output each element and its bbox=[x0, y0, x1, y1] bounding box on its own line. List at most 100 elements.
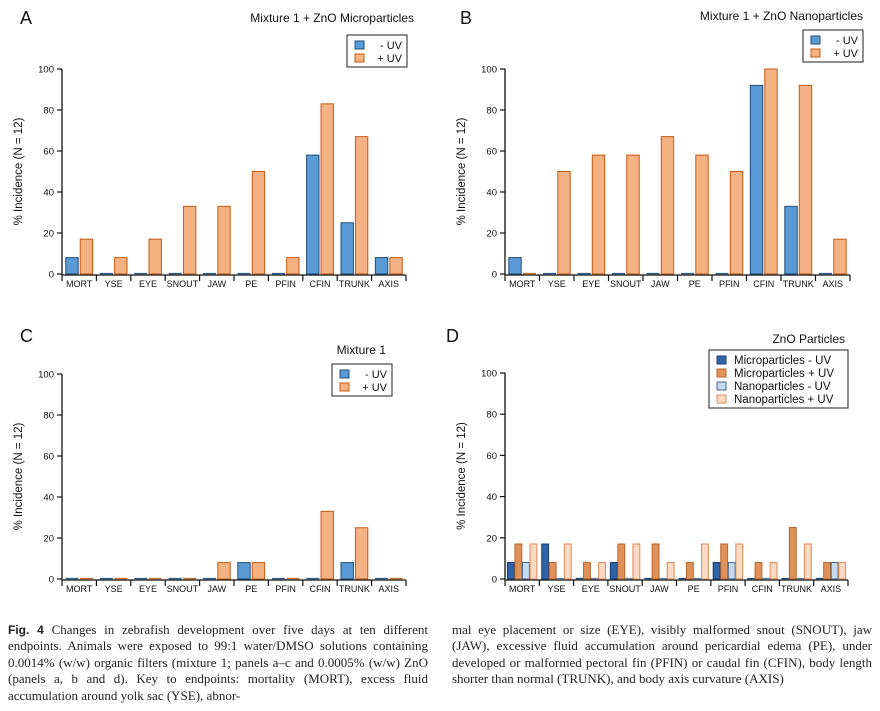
bar bbox=[65, 577, 79, 580]
x-tick-label: EYE bbox=[582, 279, 600, 289]
x-tick-label: YSE bbox=[105, 279, 123, 289]
bar bbox=[591, 154, 606, 275]
bar bbox=[306, 154, 320, 275]
y-tick-label: 0 bbox=[49, 270, 54, 281]
x-tick-label: PE bbox=[245, 584, 257, 594]
bar bbox=[735, 543, 744, 580]
x-tick-label: PE bbox=[245, 279, 257, 289]
bar bbox=[522, 272, 537, 275]
bar bbox=[626, 154, 640, 275]
bar bbox=[79, 577, 93, 580]
chart-title: Mixture 1 + ZnO Nanoparticles bbox=[700, 9, 863, 23]
bar bbox=[695, 154, 709, 275]
y-tick-label: 20 bbox=[43, 534, 54, 545]
bar bbox=[685, 562, 694, 580]
bar bbox=[815, 577, 824, 580]
bar bbox=[609, 562, 618, 580]
bar bbox=[389, 257, 403, 275]
y-tick-label: 60 bbox=[486, 147, 497, 158]
legend-swatch bbox=[354, 40, 365, 50]
legend-swatch bbox=[339, 369, 350, 379]
y-tick-label: 100 bbox=[481, 65, 497, 76]
bar bbox=[833, 238, 847, 275]
legend-swatch bbox=[810, 48, 821, 58]
bar bbox=[611, 272, 626, 275]
bar bbox=[286, 577, 300, 580]
bar bbox=[556, 577, 564, 580]
bar bbox=[644, 577, 652, 580]
bar bbox=[521, 562, 530, 580]
bar bbox=[727, 562, 736, 580]
bar bbox=[148, 577, 162, 580]
bar bbox=[217, 562, 231, 580]
legend-swatch bbox=[716, 394, 727, 404]
figure-charts: A Mixture 1 + ZnO Microparticles 0 20 40 60 80… bbox=[13, 8, 864, 594]
bar bbox=[183, 577, 197, 580]
bar bbox=[542, 272, 557, 275]
x-tick-label: SNOUT bbox=[167, 584, 199, 594]
y-tick-label: 60 bbox=[43, 147, 54, 158]
bar bbox=[678, 577, 687, 580]
x-tick-label: MORT bbox=[66, 279, 93, 289]
legend-swatch bbox=[810, 35, 821, 45]
legend-swatch bbox=[339, 382, 350, 392]
y-tick-label: 80 bbox=[486, 106, 497, 117]
bar bbox=[271, 272, 285, 275]
bar bbox=[666, 562, 675, 580]
panel-label: D bbox=[446, 326, 459, 346]
bar bbox=[375, 577, 389, 580]
legend-label: + UV bbox=[833, 48, 858, 60]
legend-label: Nanoparticles - UV bbox=[734, 381, 831, 393]
y-tick-label: 20 bbox=[43, 229, 54, 240]
bar bbox=[764, 68, 778, 275]
legend-swatch bbox=[716, 355, 727, 365]
x-tick-label: PFIN bbox=[719, 279, 740, 289]
bar bbox=[701, 543, 709, 580]
bar bbox=[617, 543, 626, 580]
panel-label: B bbox=[460, 8, 472, 28]
bar bbox=[838, 562, 847, 580]
legend-label: - UV bbox=[380, 40, 403, 52]
y-tick-label: 40 bbox=[43, 188, 54, 199]
bar bbox=[712, 562, 721, 580]
chart-title: ZnO Particles bbox=[772, 332, 845, 346]
x-tick-label: SNOUT bbox=[609, 584, 641, 594]
legend-label: + UV bbox=[362, 382, 387, 394]
bar bbox=[830, 562, 839, 580]
bar bbox=[754, 562, 763, 580]
x-tick-label: TRUNK bbox=[781, 584, 812, 594]
bar bbox=[320, 510, 334, 580]
x-tick-label: MORT bbox=[509, 584, 536, 594]
x-tick-label: YSE bbox=[548, 279, 566, 289]
x-tick-label: JAW bbox=[207, 279, 226, 289]
y-tick-label: 100 bbox=[38, 370, 54, 381]
bar bbox=[340, 562, 354, 580]
bar bbox=[625, 577, 633, 580]
x-tick-label: EYE bbox=[139, 279, 157, 289]
x-tick-label: YSE bbox=[547, 584, 565, 594]
bar bbox=[583, 562, 591, 580]
y-tick-label: 0 bbox=[492, 270, 497, 281]
bar bbox=[720, 543, 729, 580]
caption-right-text: mal eye placement or size (EYE), visibly… bbox=[452, 622, 872, 687]
bar bbox=[749, 84, 764, 275]
bar bbox=[784, 205, 798, 275]
legend-label: - UV bbox=[836, 35, 859, 47]
bar bbox=[79, 238, 94, 275]
chart-title: Mixture 1 bbox=[337, 343, 387, 357]
panel-label: C bbox=[20, 326, 33, 346]
x-tick-label: PFIN bbox=[275, 279, 296, 289]
bar bbox=[557, 171, 571, 275]
bar bbox=[693, 577, 702, 580]
bar bbox=[563, 543, 572, 580]
caption-right: mal eye placement or size (EYE), visibly… bbox=[452, 622, 872, 688]
legend-label: Nanoparticles + UV bbox=[734, 394, 834, 406]
bar bbox=[251, 562, 266, 580]
x-tick-label: MORT bbox=[66, 584, 93, 594]
bar bbox=[134, 577, 148, 580]
bar bbox=[99, 577, 113, 580]
x-tick-label: SNOUT bbox=[610, 279, 642, 289]
bar bbox=[598, 562, 606, 580]
caption-left-text: Changes in zebrafish development over fi… bbox=[8, 622, 428, 703]
bar bbox=[659, 577, 667, 580]
